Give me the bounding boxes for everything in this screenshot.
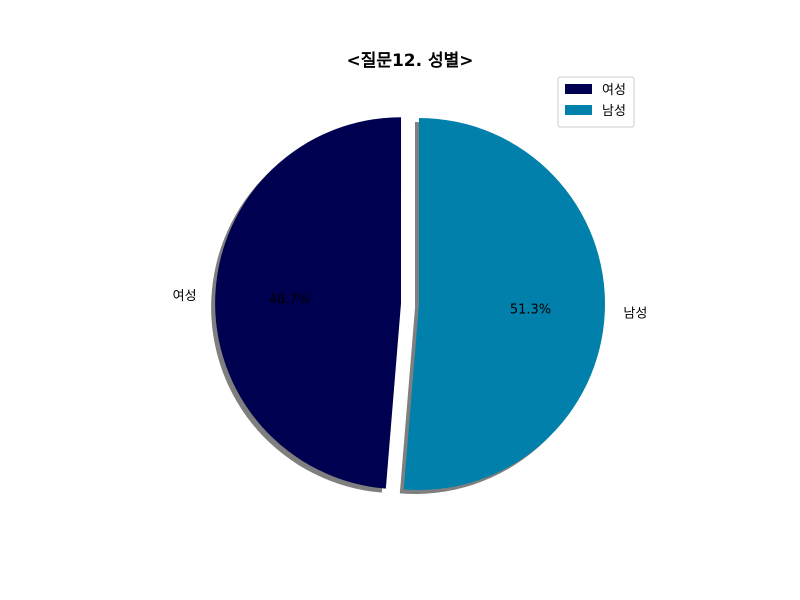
- legend-label-2: 남성: [602, 104, 626, 119]
- category-label-2: 남성: [623, 306, 647, 321]
- legend-label-1: 여성: [602, 83, 626, 98]
- value-label-1: 48.7%: [269, 293, 310, 308]
- legend-swatch-2: [565, 105, 592, 115]
- legend-swatch-1: [565, 84, 592, 94]
- slice-labels: 여성 48.7% 남성 51.3%: [173, 289, 648, 322]
- category-label-1: 여성: [173, 289, 197, 304]
- value-label-2: 51.3%: [510, 303, 551, 318]
- slice-1: [215, 117, 402, 489]
- chart-title: <질문12. 성별>: [346, 50, 473, 71]
- pie-slices: [215, 117, 605, 490]
- slice-2: [403, 118, 605, 490]
